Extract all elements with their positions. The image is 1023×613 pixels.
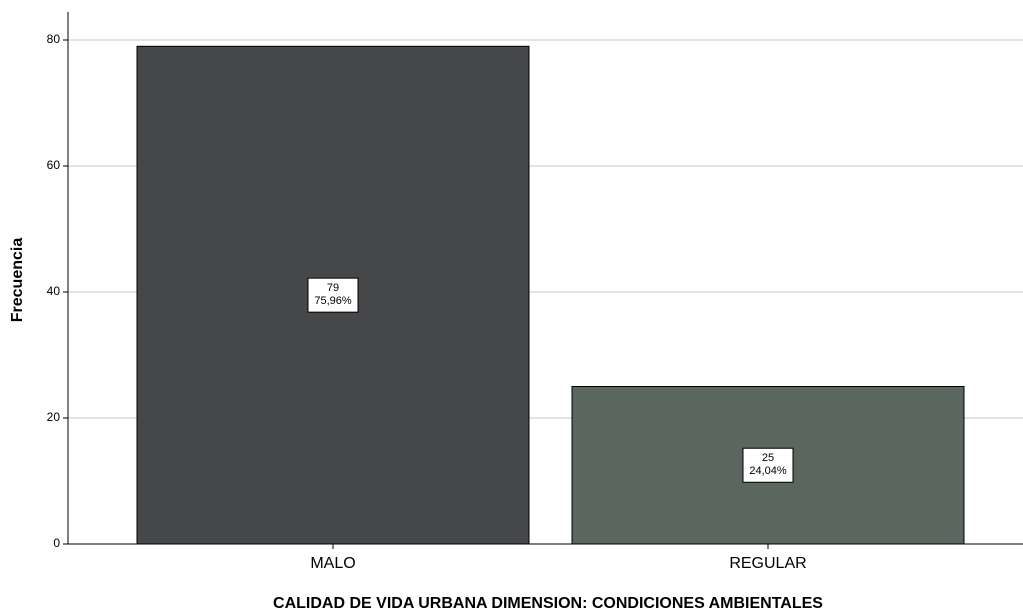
x-tick-label: MALO (310, 555, 355, 572)
y-tick-label: 60 (47, 158, 61, 172)
x-tick-label: REGULAR (729, 555, 806, 572)
x-axis-label: CALIDAD DE VIDA URBANA DIMENSION: CONDIC… (273, 595, 823, 612)
value-label: 79 (327, 282, 339, 294)
y-tick-label: 0 (53, 536, 60, 550)
y-axis-label: Frecuencia (9, 238, 26, 323)
label-box (307, 277, 359, 313)
y-tick-label: 40 (47, 284, 61, 298)
label-box (742, 447, 794, 483)
percent-label: 75,96% (314, 295, 352, 307)
y-tick-label: 80 (47, 32, 61, 46)
y-tick-label: 20 (47, 410, 61, 424)
percent-label: 24,04% (749, 465, 787, 477)
value-label: 25 (762, 452, 774, 464)
